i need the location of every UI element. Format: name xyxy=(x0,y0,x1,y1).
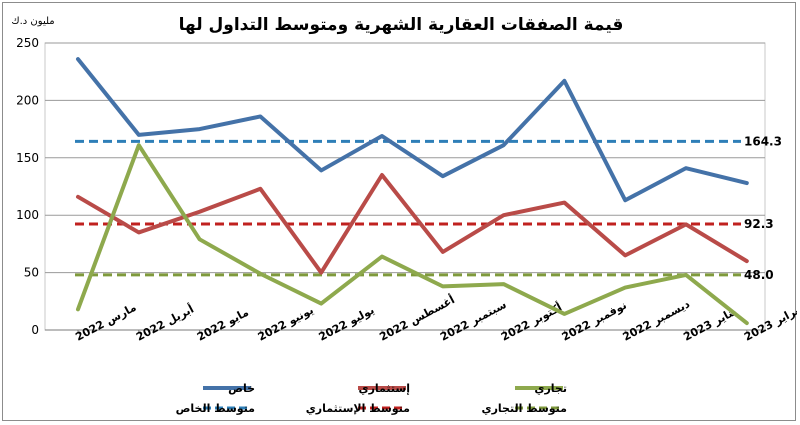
chart-title: قيمة الصفقات العقارية الشهرية ومتوسط الت… xyxy=(179,15,624,35)
legend-label: متوسط الخاص xyxy=(176,402,255,415)
average-value-label: 48.0 xyxy=(744,268,774,282)
average-value-label: 92.3 xyxy=(744,217,774,231)
y-tick-label: 50 xyxy=(24,266,39,280)
plot-area xyxy=(44,42,766,331)
legend-label: متوسط التجاري xyxy=(482,402,568,415)
y-tick-label: 150 xyxy=(16,151,39,165)
chart-frame: قيمة الصفقات العقارية الشهرية ومتوسط الت… xyxy=(2,2,797,421)
y-tick-label: 0 xyxy=(31,323,39,337)
chart-svg: قيمة الصفقات العقارية الشهرية ومتوسط الت… xyxy=(11,15,797,415)
legend-label: متوسط الإستثماري xyxy=(306,402,410,415)
legend-label: تجاري xyxy=(534,382,567,395)
average-value-label: 164.3 xyxy=(744,134,782,148)
unit-label: مليون د.ك xyxy=(11,16,54,27)
y-axis-ticks: 0 50 100 150 200 250 xyxy=(16,36,39,337)
average-labels: 164.3 92.3 48.0 xyxy=(744,134,782,282)
series-line xyxy=(76,173,749,275)
legend-label: إستثماري xyxy=(359,382,411,395)
series-line xyxy=(76,57,749,203)
y-tick-label: 200 xyxy=(16,93,39,107)
y-tick-label: 250 xyxy=(16,36,39,50)
series-line xyxy=(76,143,749,326)
legend: خاص إستثماري تجاري متوسط الخاص متوسط الإستثم… xyxy=(176,382,567,415)
grid-layer xyxy=(45,42,765,331)
legend-label: خاص xyxy=(228,382,255,395)
series-lines xyxy=(76,57,749,326)
average-lines xyxy=(75,139,741,277)
y-tick-label: 100 xyxy=(16,208,39,222)
